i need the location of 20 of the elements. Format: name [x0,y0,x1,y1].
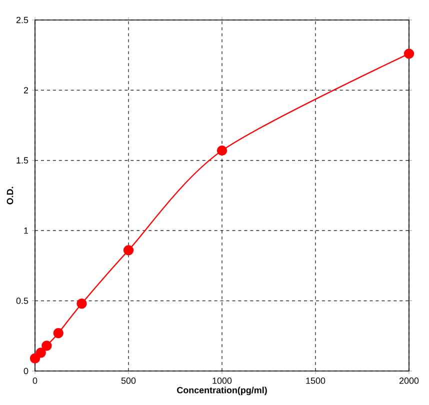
x-tick-label: 0 [32,378,38,384]
point [53,328,64,338]
x-axis-title: Concentration(pg/ml) [177,386,267,396]
y-tick-label: 1.5 [16,157,28,164]
y-tick-label: 1 [24,228,28,234]
y-tick-label: 2.5 [16,16,28,24]
y-axis-title: O.D. [6,186,14,204]
x-tick-label: 500 [121,378,136,384]
point [216,145,228,156]
point [404,48,414,59]
y-tick-label: 0.5 [16,298,28,304]
y-tick-label: 0 [24,368,28,374]
x-tick-label: 1000 [212,378,232,384]
y-tick-label: 2 [24,87,28,94]
point [123,245,134,256]
point [36,348,46,358]
x-tick-label: 2000 [399,378,419,384]
point [76,298,87,309]
x-tick-label: 1500 [306,378,326,384]
point [42,340,52,351]
